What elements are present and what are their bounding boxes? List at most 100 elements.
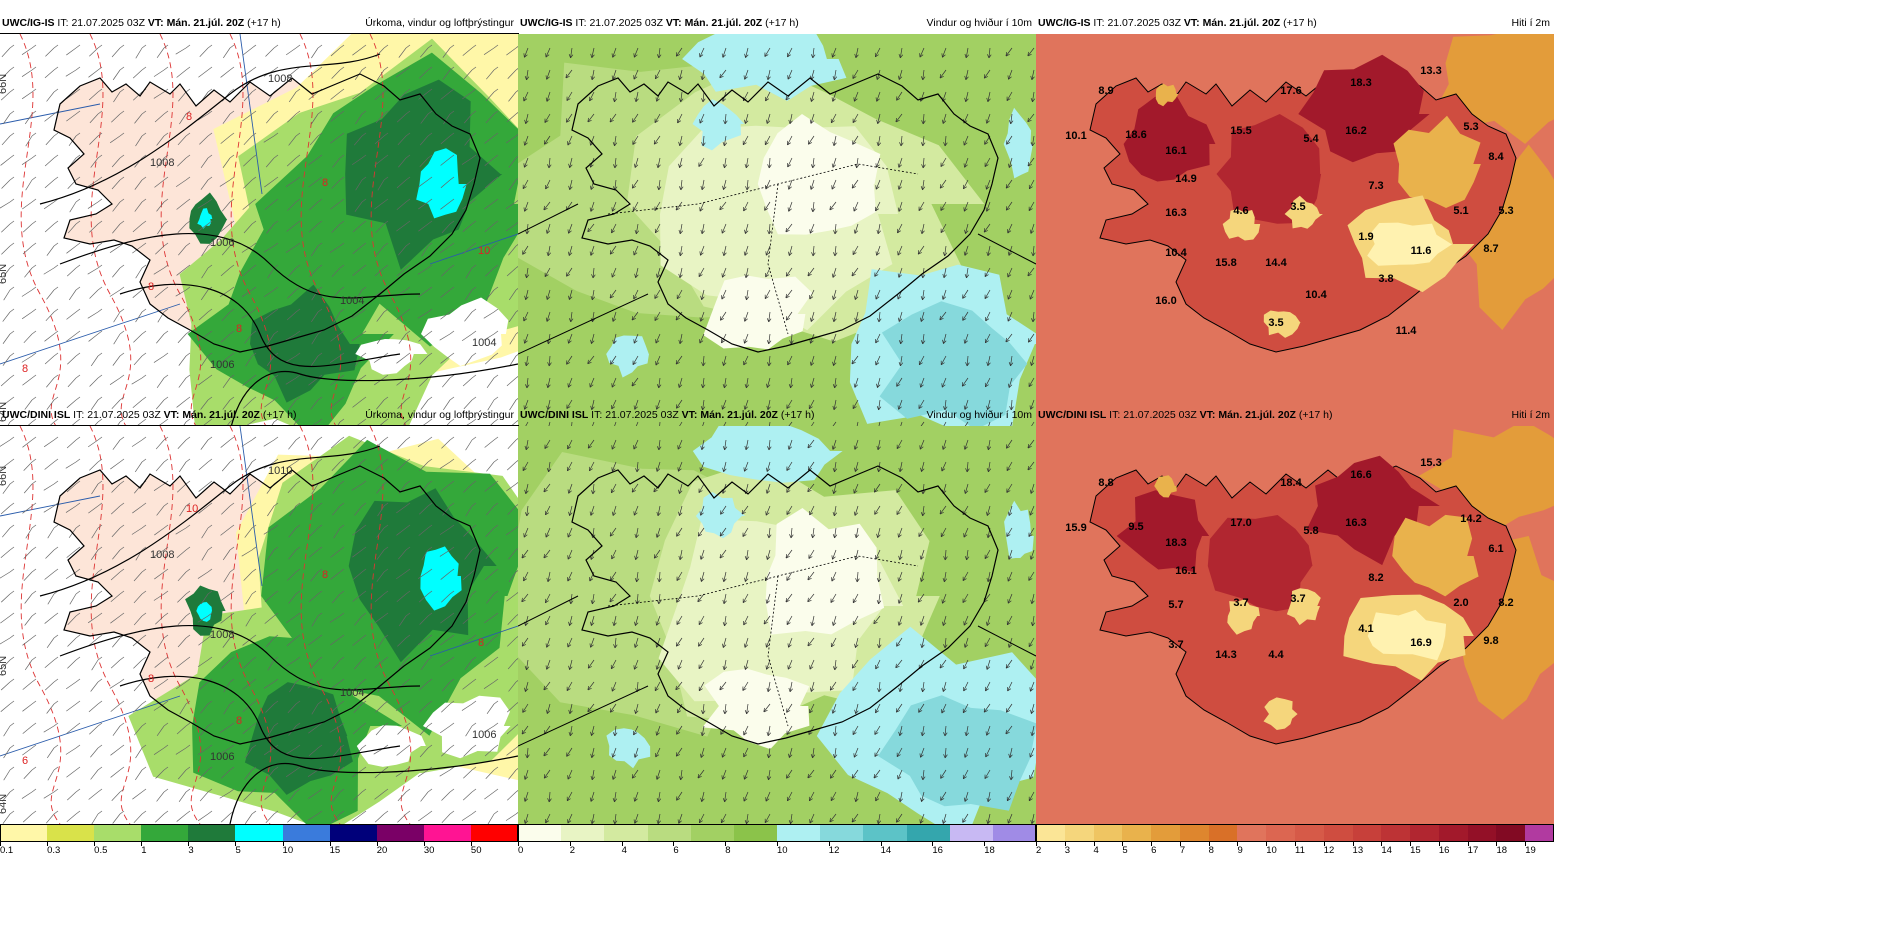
map-area [518,426,1036,824]
temperature-value: 3.5 [1290,201,1305,213]
temperature-value: 3.7 [1290,593,1305,605]
temperature-value: 16.0 [1155,295,1176,307]
colorbar-label: 15 [1410,845,1421,856]
colorbar-swatch [1093,824,1123,842]
isobar-label: 1006 [472,729,496,741]
colorbar-swatch [47,824,95,842]
colorbar-swatch [1467,824,1497,842]
colorbar-swatch [604,824,648,842]
colorbar-tick [1266,842,1268,846]
precip-none [421,297,509,366]
colorbar-tick [1237,842,1239,846]
precip-5 [416,148,467,219]
lead-time: (+17 h) [247,17,281,29]
issue-time-label: IT: [1093,17,1105,29]
colorbar-swatch [1496,824,1526,842]
temperature-value: 8.7 [1483,243,1498,255]
temperature-value: 5.4 [1303,133,1319,145]
colorbar-tick [141,842,143,846]
map-panel-precip: UWC/DINI ISL IT: 21.07.2025 03Z VT: Mán.… [0,404,519,864]
wind-10 [692,426,843,483]
map-area: 15.3 8.8 16.6 18.4 15.9 9.5 17.0 16.3 14.2 18.3 5.… [1036,426,1554,824]
temperature-value: 10.4 [1165,247,1187,259]
lead-time: (+17 h) [780,409,815,421]
colorbar-frame [0,824,518,842]
wind-0 [703,275,813,350]
temperature-value: 11.4 [1396,325,1418,337]
temperature-value: 8.4 [1488,151,1504,163]
colorbar-tick [376,842,378,846]
colorbar-label: 11 [1295,845,1305,856]
temperature-value: 5.3 [1463,121,1478,133]
valid-time: Mán. 21.júl. 20Z [700,409,778,421]
panel-title: Vindur og hviður í 10m [926,17,1032,29]
map-area: 13.3 8.9 18.3 17.6 10.1 18.6 15.5 16.2 5.3 16.1 5.… [1036,34,1554,432]
colorbar-tick [1496,842,1498,846]
colorbar-tick [880,842,882,846]
temperature-value: 9.5 [1128,521,1143,533]
colorbar-tick [1467,842,1469,846]
wind-10 [606,335,649,378]
colorbar-label: 14 [880,845,892,856]
colorbar-tick [0,842,1,846]
map-panel-wind: UWC/DINI ISL IT: 21.07.2025 03Z VT: Mán.… [518,404,1037,864]
map-svg [518,426,1036,824]
temperature-value: 2.0 [1453,597,1468,609]
valid-time: Mán. 21.júl. 20Z [1202,17,1281,29]
panel-title: Úrkoma, vindur og loftþrýstingur [365,409,514,421]
colorbar-tick [569,842,571,846]
colorbar-swatch [863,824,907,842]
colorbar-label: 6 [1151,845,1157,856]
isotherm-label: 6 [22,755,28,767]
colorbar-label: 0.3 [47,845,61,856]
temp-5 [1154,475,1177,498]
colorbar-label: 10 [1266,845,1277,856]
temperature-value: 5.1 [1453,205,1468,217]
colorbar-swatch [1208,824,1238,842]
wind-10 [606,728,651,769]
temperature-value: 18.3 [1350,77,1371,89]
map-area [518,34,1036,432]
colorbar-swatch [1295,824,1325,842]
colorbar-label: 20 [376,845,388,856]
precip-3 [250,284,360,403]
temperature-value: 3.8 [1378,273,1393,285]
temperature-value: 11.6 [1411,245,1432,257]
issue-time: 21.07.2025 03Z [1107,17,1181,29]
issue-time: 21.07.2025 03Z [71,17,145,29]
temperature-value: 3.7 [1168,639,1183,651]
temperature-value: 1.9 [1358,231,1373,243]
colorbar-label: 9 [1237,845,1243,856]
colorbar-tick [621,842,623,846]
wind-10 [682,34,847,101]
model-name: UWC/IG-IS [1038,17,1091,29]
colorbar-label: 3 [188,845,194,856]
colorbar-tick [188,842,190,846]
temperature-value: 8.8 [1098,477,1113,489]
colorbar-tick [984,842,986,846]
colorbar: 2 3 4 5 6 7 8 9 10 11 12 13 14 15 16 17 18 19 [1036,824,1555,856]
colorbar-swatch [1237,824,1267,842]
temperature-value: 13.3 [1420,65,1441,77]
colorbar-tick [423,842,425,846]
colorbar-swatch [1323,824,1354,842]
isobar-label: 1008 [210,629,234,641]
lead-time: (+17 h) [1298,409,1333,421]
isotherm-label: 8 [148,281,154,293]
wind-arrows [0,436,518,824]
colorbar-label: 10 [777,845,788,856]
colorbar-label: 4 [1093,845,1099,856]
issue-time-label: IT: [57,17,69,29]
precip-3 [244,682,353,795]
colorbar-tick [828,842,830,846]
wind-arrows [522,47,1036,432]
colorbar-swatch [949,824,994,842]
colorbar-swatch [329,824,378,842]
precip-5 [420,546,462,611]
valid-time-label: VT: [163,409,180,421]
isotherm-label: 10 [478,245,490,257]
temperature-value: 16.2 [1345,125,1366,137]
isobar-label: 1006 [210,751,234,763]
temperature-value: 8.9 [1098,85,1113,97]
valid-time-label: VT: [147,17,164,29]
